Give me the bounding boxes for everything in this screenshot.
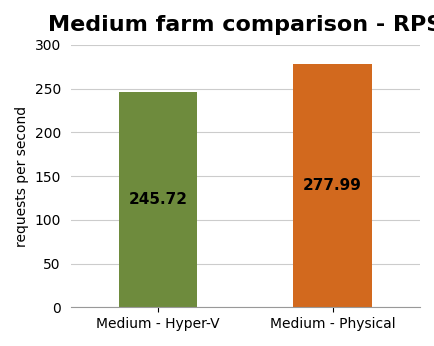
Title: Medium farm comparison - RPS: Medium farm comparison - RPS (48, 15, 434, 35)
Bar (293, 64, 371, 307)
Text: 245.72: 245.72 (128, 192, 187, 207)
Bar (118, 92, 197, 307)
Text: 277.99: 277.99 (302, 178, 361, 193)
Y-axis label: requests per second: requests per second (15, 106, 29, 247)
